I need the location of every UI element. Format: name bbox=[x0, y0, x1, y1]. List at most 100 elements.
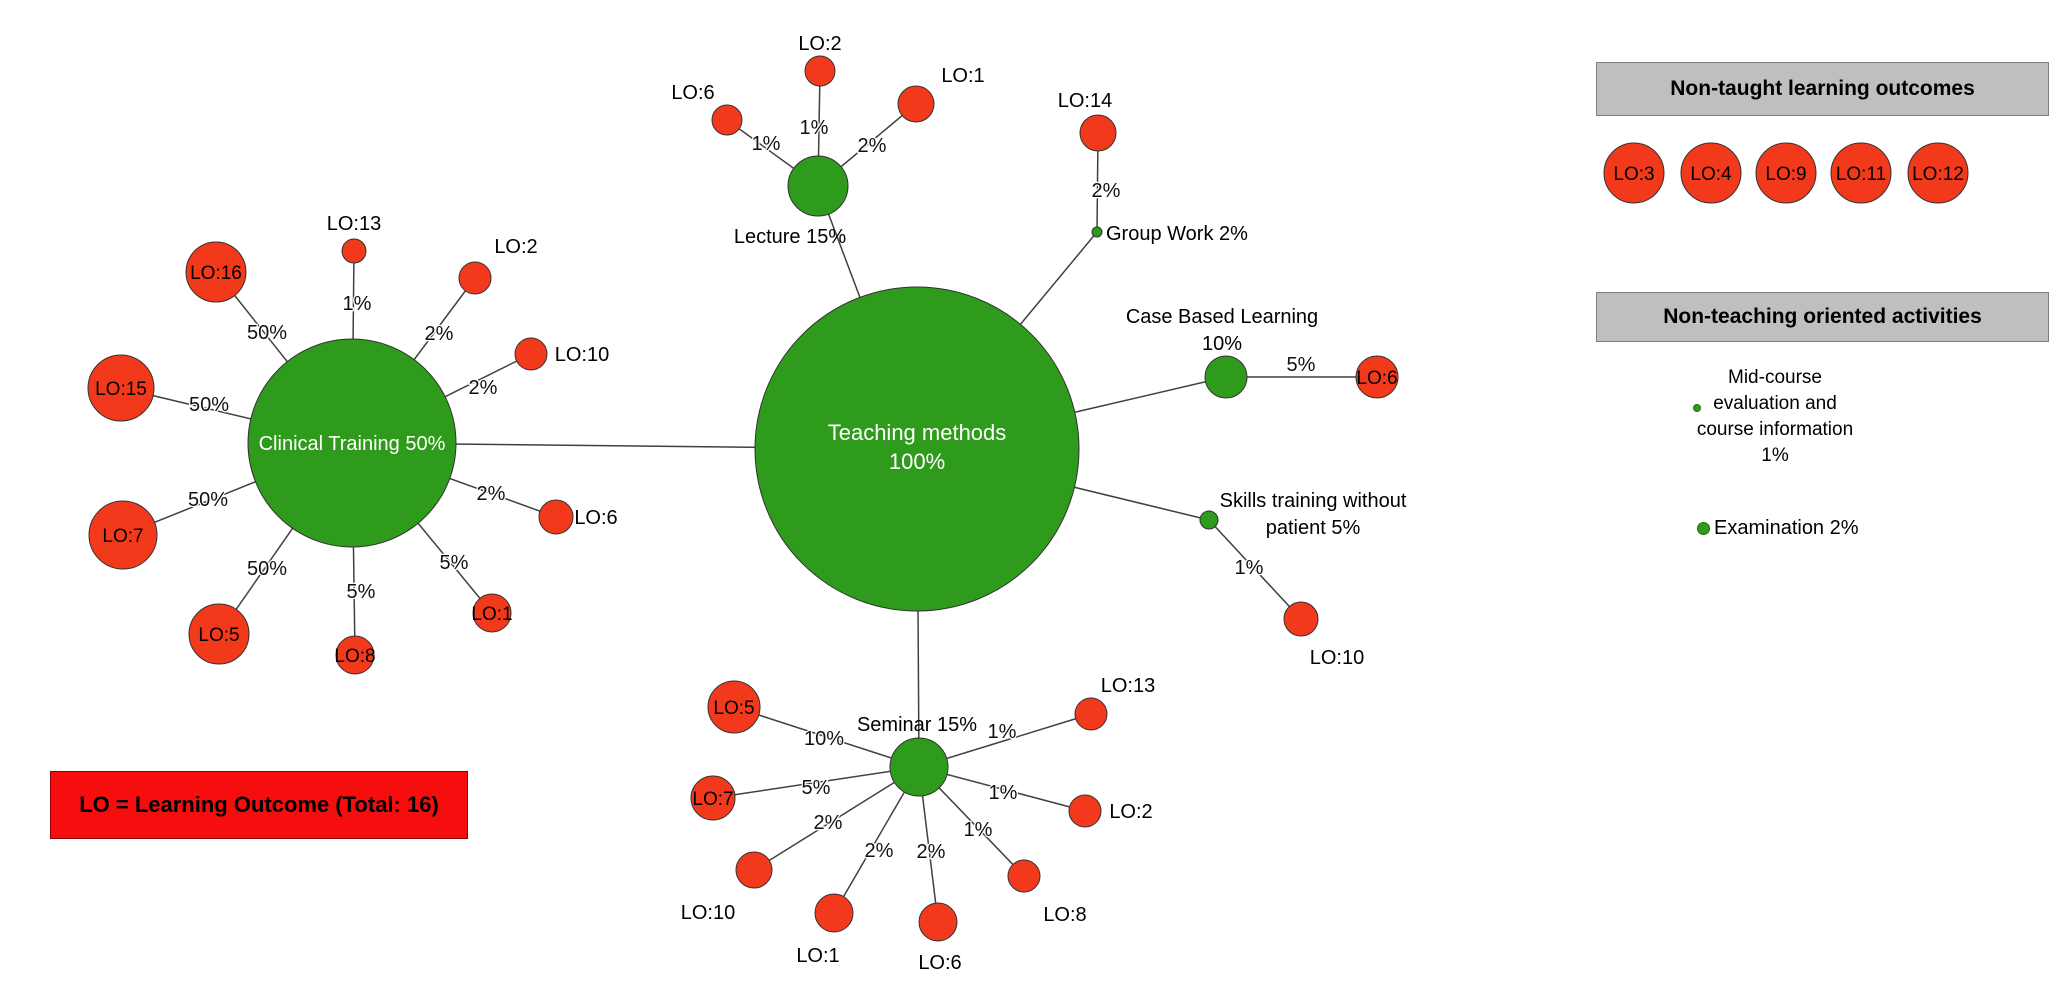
note-text: LO = Learning Outcome (Total: 16) bbox=[79, 792, 439, 817]
edge-label-lecture-lec_lo6: 1% bbox=[752, 133, 781, 155]
edge-label-seminar-sem_lo13: 1% bbox=[988, 721, 1017, 743]
label-cl_lo10: LO:10 bbox=[555, 344, 609, 366]
node-seminar bbox=[889, 737, 949, 797]
node-sem_lo7 bbox=[690, 775, 736, 821]
label-leg_lo3: LO:3 bbox=[1613, 164, 1654, 185]
label-cbl: 10% bbox=[1202, 333, 1242, 355]
node-sem_lo13 bbox=[1074, 697, 1108, 731]
label-sem_lo2: LO:2 bbox=[1109, 801, 1152, 823]
label-cl_lo7: LO:7 bbox=[102, 526, 143, 547]
edge-label-seminar-sem_lo7: 5% bbox=[802, 777, 831, 799]
node-leg_lo3 bbox=[1603, 142, 1665, 204]
label-lo14: LO:14 bbox=[1058, 90, 1112, 112]
label-leg_lo9: LO:9 bbox=[1765, 164, 1806, 185]
label-leg_lo4: LO:4 bbox=[1690, 164, 1732, 185]
label-cl_lo5: LO:5 bbox=[198, 625, 239, 646]
midcourse-line-2: evaluation and bbox=[1713, 393, 1837, 414]
node-skills_dot bbox=[1199, 510, 1219, 530]
node-cl_lo7 bbox=[88, 500, 158, 570]
node-lec_lo6 bbox=[711, 104, 743, 136]
label-cl_lo13: LO:13 bbox=[327, 213, 381, 235]
label-sem_lo6: LO:6 bbox=[918, 952, 961, 974]
label-leg_lo11: LO:11 bbox=[1836, 164, 1886, 185]
label-lecture: Lecture 15% bbox=[734, 226, 847, 248]
node-leg_lo4 bbox=[1680, 142, 1742, 204]
node-sem_lo6 bbox=[918, 902, 958, 942]
edge-label-seminar-sem_lo6: 2% bbox=[917, 841, 946, 863]
label-teaching: Teaching methods bbox=[828, 420, 1007, 445]
label-groupwork_dot: Group Work 2% bbox=[1106, 223, 1248, 245]
label-teaching: 100% bbox=[889, 449, 945, 474]
node-cbl_lo6 bbox=[1355, 355, 1399, 399]
node-lo14 bbox=[1079, 114, 1117, 152]
node-cl_lo15 bbox=[87, 354, 155, 422]
label-clinical: Clinical Training 50% bbox=[259, 433, 446, 455]
node-sem_lo1 bbox=[814, 893, 854, 933]
legend-non-teaching-title: Non-teaching oriented activities bbox=[1663, 305, 1982, 328]
examination-dot bbox=[1697, 522, 1710, 535]
legend-non-taught-title: Non-taught learning outcomes bbox=[1670, 77, 1975, 100]
midcourse-line-4: 1% bbox=[1761, 445, 1789, 466]
label-cl_lo16: LO:16 bbox=[190, 263, 242, 284]
node-cl_lo6 bbox=[538, 499, 574, 535]
node-cl_lo10 bbox=[514, 337, 548, 371]
midcourse-dot bbox=[1693, 404, 1701, 412]
edge-label-clinical-cl_lo1: 5% bbox=[440, 552, 469, 574]
edge-label-clinical-cl_lo2: 2% bbox=[425, 323, 454, 345]
edge-label-seminar-sem_lo8: 1% bbox=[964, 819, 993, 841]
node-lecture bbox=[787, 155, 849, 217]
node-leg_lo11 bbox=[1830, 142, 1892, 204]
edge-label-skills_dot-skills_lo10: 1% bbox=[1235, 557, 1264, 579]
edge-label-clinical-cl_lo6: 2% bbox=[477, 483, 506, 505]
node-lec_lo1 bbox=[897, 85, 935, 123]
node-clinical bbox=[247, 338, 457, 548]
label-sem_lo7: LO:7 bbox=[692, 789, 733, 810]
label-lec_lo2: LO:2 bbox=[798, 33, 841, 55]
label-cl_lo2: LO:2 bbox=[494, 236, 537, 258]
node-cl_lo8 bbox=[335, 635, 375, 675]
label-sem_lo13: LO:13 bbox=[1101, 675, 1155, 697]
node-cl_lo16 bbox=[185, 241, 247, 303]
edge-label-clinical-cl_lo7: 50% bbox=[188, 489, 228, 511]
edge-label-seminar-sem_lo10: 2% bbox=[814, 812, 843, 834]
node-sem_lo2 bbox=[1068, 794, 1102, 828]
label-lec_lo6: LO:6 bbox=[671, 82, 714, 104]
node-leg_lo9 bbox=[1755, 142, 1817, 204]
node-cl_lo2 bbox=[458, 261, 492, 295]
label-sem_lo8: LO:8 bbox=[1043, 904, 1086, 926]
node-teaching bbox=[754, 286, 1080, 612]
legend-non-taught-box: Non-taught learning outcomes bbox=[1596, 62, 2049, 116]
label-leg_lo12: LO:12 bbox=[1912, 164, 1964, 185]
legend-non-teaching-box: Non-teaching oriented activities bbox=[1596, 292, 2049, 342]
label-lec_lo1: LO:1 bbox=[941, 65, 984, 87]
node-lec_lo2 bbox=[804, 55, 836, 87]
edge-label-clinical-cl_lo8: 5% bbox=[347, 581, 376, 603]
edge-label-groupwork_dot-lo14: 2% bbox=[1092, 180, 1121, 202]
label-skills_dot: Skills training without bbox=[1220, 490, 1407, 512]
edge-label-lecture-lec_lo2: 1% bbox=[800, 117, 829, 139]
edge-seminar-sem_lo7 bbox=[712, 766, 920, 799]
label-sem_lo10: LO:10 bbox=[681, 902, 735, 924]
label-skills_dot: patient 5% bbox=[1266, 517, 1361, 539]
edge-label-lecture-lec_lo1: 2% bbox=[858, 135, 887, 157]
midcourse-label: Mid-course evaluation and course informa… bbox=[1628, 365, 1922, 469]
edge-label-clinical-cl_lo16: 50% bbox=[247, 322, 287, 344]
label-sem_lo5: LO:5 bbox=[713, 698, 754, 719]
label-sem_lo1: LO:1 bbox=[796, 945, 839, 967]
edge-seminar-sem_lo10 bbox=[753, 766, 920, 871]
edge-label-seminar-sem_lo1: 2% bbox=[865, 840, 894, 862]
node-cbl bbox=[1204, 355, 1248, 399]
edge-label-clinical-cl_lo5: 50% bbox=[247, 558, 287, 580]
edge-label-seminar-sem_lo5: 10% bbox=[804, 728, 844, 750]
edge-seminar-sem_lo13 bbox=[918, 713, 1092, 768]
label-cl_lo15: LO:15 bbox=[95, 379, 147, 400]
node-cl_lo5 bbox=[188, 603, 250, 665]
examination-label: Examination 2% bbox=[1714, 517, 1859, 539]
edge-label-seminar-sem_lo2: 1% bbox=[989, 782, 1018, 804]
node-cl_lo13 bbox=[341, 238, 367, 264]
midcourse-line-3: course information bbox=[1696, 419, 1854, 440]
note-box: LO = Learning Outcome (Total: 16) bbox=[50, 771, 468, 839]
label-cbl: Case Based Learning bbox=[1126, 306, 1318, 328]
label-seminar: Seminar 15% bbox=[857, 714, 977, 736]
